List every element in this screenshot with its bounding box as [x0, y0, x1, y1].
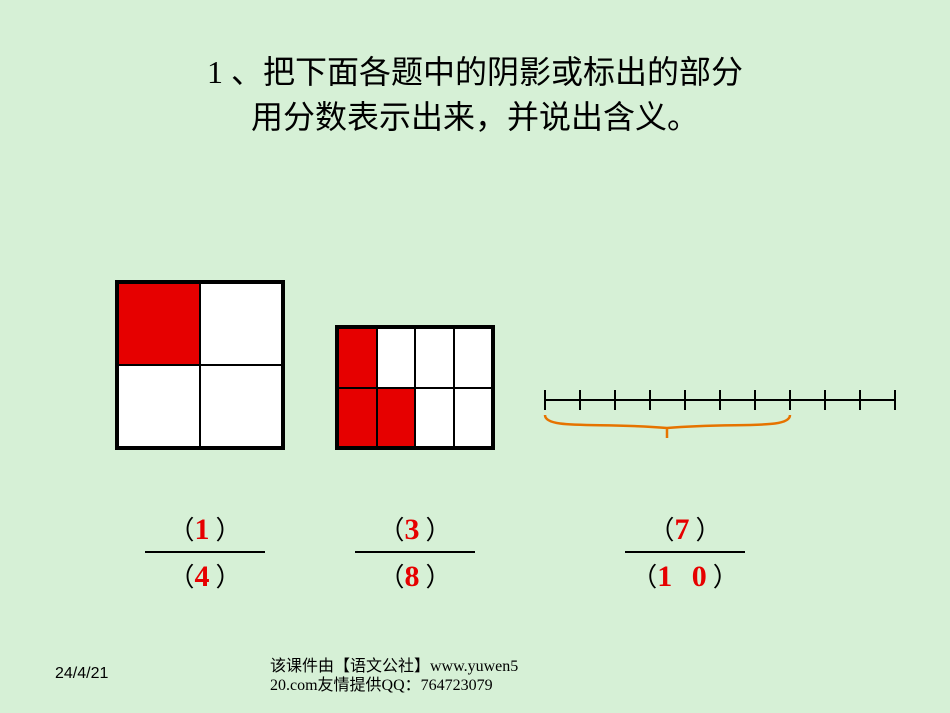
fraction-numerator: （3）: [340, 510, 490, 547]
figure-number-line: [540, 380, 900, 450]
fraction-line: [355, 551, 475, 553]
figure-square-2x2: [115, 280, 285, 450]
fraction-denominator: （4）: [130, 557, 280, 594]
grid-cell: [454, 388, 493, 448]
grid-cell: [200, 283, 282, 365]
fraction-numerator: （7）: [610, 510, 760, 547]
fraction-2: （3） （8）: [340, 510, 490, 594]
grid-cell: [415, 328, 454, 388]
fraction-denominator: （8）: [340, 557, 490, 594]
grid-cell: [415, 388, 454, 448]
fraction-line: [625, 551, 745, 553]
grid-cell: [338, 328, 377, 388]
number-line-svg: [540, 380, 900, 450]
grid-cell: [118, 365, 200, 447]
title-line-2: 用分数表示出来，并说出含义。: [251, 99, 699, 135]
grid-cell: [338, 388, 377, 448]
fraction-denominator: （1 0）: [610, 557, 760, 594]
fraction-line: [145, 551, 265, 553]
fraction-1: （1） （4）: [130, 510, 280, 594]
grid-cell: [200, 365, 282, 447]
grid-cell: [454, 328, 493, 388]
fraction-numerator: （1）: [130, 510, 280, 547]
footer-date: 24/4/21: [55, 665, 108, 683]
footer-credit: 该课件由【语文公社】www.yuwen5 20.com友情提供QQ：764723…: [270, 657, 518, 695]
figure-rect-2x4: [335, 325, 495, 450]
grid-cell: [377, 388, 416, 448]
grid-cell: [118, 283, 200, 365]
fraction-3: （7） （1 0）: [610, 510, 760, 594]
grid-cell: [377, 328, 416, 388]
title-line-1: 1 、把下面各题中的阴影或标出的部分: [207, 54, 743, 90]
question-title: 1 、把下面各题中的阴影或标出的部分 用分数表示出来，并说出含义。: [0, 50, 950, 140]
